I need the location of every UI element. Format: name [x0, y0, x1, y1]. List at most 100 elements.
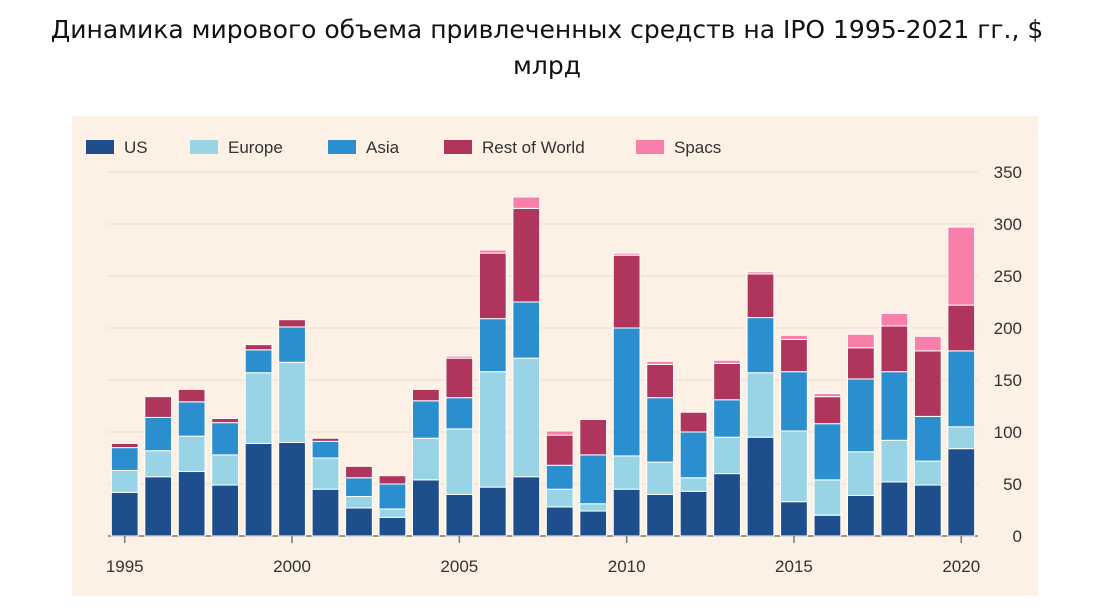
bar-segment [144, 416, 173, 452]
bar-segment [646, 363, 675, 399]
bar-segment [378, 516, 407, 537]
bar-segment [646, 397, 675, 463]
bar-segment [311, 457, 340, 490]
bar-segment [478, 371, 507, 488]
bar-segment [612, 254, 641, 329]
bar-segment [646, 461, 675, 495]
bar-segment [244, 349, 273, 374]
bar-segment [713, 473, 741, 537]
bar-segment [278, 441, 306, 537]
bar-segment [746, 317, 775, 374]
bar-segment [713, 436, 741, 475]
bar-segment [579, 454, 608, 505]
bar-segment [144, 450, 173, 478]
bar-segment [278, 326, 306, 363]
legend-label: Spacs [674, 138, 721, 157]
bar-segment [847, 451, 875, 496]
bar-segment [947, 226, 976, 306]
bar-segment [612, 455, 641, 490]
bar-segment [947, 304, 976, 352]
bar-segment [211, 454, 240, 486]
bar-segment [913, 335, 942, 352]
bar-segment [144, 476, 173, 537]
bar-segment [478, 252, 507, 320]
legend-label: Asia [366, 138, 400, 157]
bar-segment [545, 430, 574, 436]
bar-segment [378, 475, 407, 485]
bar-segment [880, 371, 909, 441]
bar-segment [780, 334, 808, 340]
bar-segment [780, 371, 808, 432]
bar-segment [679, 477, 708, 492]
bar-segment [813, 479, 842, 516]
legend-swatch [86, 140, 114, 154]
y-tick-label: 0 [1013, 527, 1022, 546]
bar-segment [311, 437, 340, 442]
bar-segment [746, 271, 775, 275]
legend-label: Europe [228, 138, 283, 157]
bar-segment [211, 422, 240, 456]
legend-label: US [124, 138, 148, 157]
legend-swatch [190, 140, 218, 154]
bar-segment [813, 514, 842, 537]
chart-title: Динамика мирового объема привлеченных ср… [0, 12, 1094, 84]
legend-swatch [636, 140, 664, 154]
y-tick-label: 200 [994, 319, 1022, 338]
chart-title-line-2: млрд [513, 51, 581, 80]
bar-segment [880, 325, 909, 373]
x-tick-label: 2010 [608, 557, 646, 576]
bar-segment [177, 401, 206, 437]
bar-segment [110, 491, 139, 537]
bar-segment [244, 442, 273, 537]
bar-segment [512, 196, 541, 209]
bar-segment [847, 494, 875, 537]
bar-segment [244, 372, 273, 444]
bar-segment [813, 393, 842, 398]
bar-segment [445, 493, 474, 537]
bar-segment [713, 399, 741, 438]
bar-segment [612, 488, 641, 537]
bar-segment [412, 400, 440, 439]
legend-swatch [444, 140, 472, 154]
bar-segment [345, 507, 373, 537]
bar-segment [478, 318, 507, 373]
bar-segment [512, 207, 541, 303]
bar-segment [412, 437, 440, 481]
chart-panel: 0 50 100 150 200 250 300 350 1995 2000 2005 2010 201… [72, 116, 1038, 596]
bar-segment [445, 355, 474, 359]
bar-segment [813, 423, 842, 481]
bar-segment [947, 448, 976, 537]
bar-segment [445, 357, 474, 399]
bar-segment [278, 361, 306, 443]
bar-segment [813, 396, 842, 425]
bar-segment [244, 344, 273, 351]
bar-segment [947, 426, 976, 450]
bar-segment [679, 411, 708, 433]
y-tick-label: 50 [1003, 475, 1022, 494]
y-tick-label: 250 [994, 267, 1022, 286]
bar-segment [211, 417, 240, 424]
x-tick-label: 2000 [273, 557, 311, 576]
y-tick-label: 350 [994, 163, 1022, 182]
bar-segment [177, 388, 206, 403]
bar-segment [913, 415, 942, 462]
y-tick-label: 100 [994, 423, 1022, 442]
x-tick-label: 2020 [942, 557, 980, 576]
bar-segment [880, 439, 909, 483]
bar-segment [679, 490, 708, 537]
bar-segment [679, 431, 708, 479]
bar-segment [177, 471, 206, 537]
bar-segment [780, 430, 808, 503]
legend: US Europe Asia Rest of World Spacs [86, 138, 721, 157]
bar-segment [345, 465, 373, 479]
bar-segment [478, 486, 507, 537]
bar-segment [512, 357, 541, 478]
bar-segment [445, 397, 474, 430]
bar-segment [110, 442, 139, 449]
stacked-bar-chart: 0 50 100 150 200 250 300 350 1995 2000 2005 2010 201… [86, 138, 1022, 576]
bar-segment [478, 249, 507, 254]
bar-segment [612, 252, 641, 256]
bar-segment [780, 338, 808, 373]
bar-segment [880, 481, 909, 537]
bar-segment [612, 327, 641, 457]
